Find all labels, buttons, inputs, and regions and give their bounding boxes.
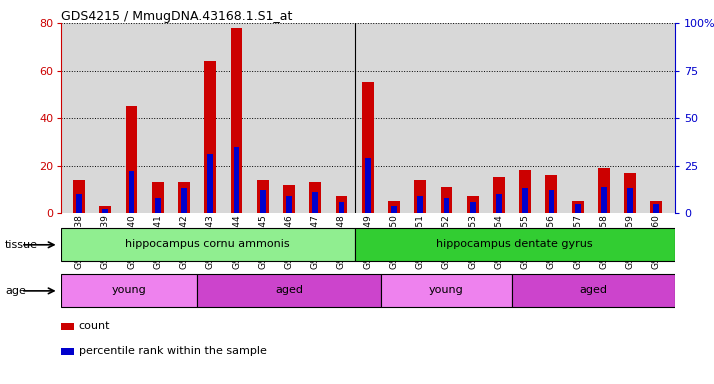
Bar — [338, 202, 344, 213]
Bar — [181, 189, 187, 213]
Text: count: count — [79, 321, 110, 331]
Bar — [417, 196, 423, 213]
Bar — [365, 158, 371, 213]
Bar — [388, 201, 400, 213]
Bar — [102, 209, 109, 213]
Text: percentile rank within the sample: percentile rank within the sample — [79, 346, 266, 356]
Bar — [178, 182, 190, 213]
Bar — [496, 194, 502, 213]
Bar — [99, 206, 111, 213]
Text: GDS4215 / MmugDNA.43168.1.S1_at: GDS4215 / MmugDNA.43168.1.S1_at — [61, 10, 292, 23]
Text: aged: aged — [579, 285, 608, 295]
Bar — [493, 177, 505, 213]
Bar — [207, 154, 213, 213]
Bar — [601, 187, 607, 213]
Bar — [233, 147, 239, 213]
Bar — [312, 192, 318, 213]
Bar — [627, 189, 633, 213]
Text: hippocampus dentate gyrus: hippocampus dentate gyrus — [436, 239, 593, 249]
Bar — [624, 173, 636, 213]
Bar — [522, 189, 528, 213]
Bar — [283, 185, 295, 213]
Bar — [260, 190, 266, 213]
Bar — [155, 198, 161, 213]
Bar — [197, 275, 381, 307]
Text: aged: aged — [275, 285, 303, 295]
Bar — [126, 106, 137, 213]
Bar — [598, 168, 610, 213]
Bar — [512, 275, 675, 307]
Text: tissue: tissue — [5, 240, 38, 250]
Bar — [467, 197, 478, 213]
Text: young: young — [429, 285, 464, 295]
Bar — [129, 171, 134, 213]
Bar — [309, 182, 321, 213]
Bar — [548, 190, 554, 213]
Bar — [362, 83, 373, 213]
Bar — [470, 202, 476, 213]
Bar — [73, 180, 85, 213]
Bar — [572, 201, 583, 213]
Bar — [519, 170, 531, 213]
Bar — [152, 182, 164, 213]
Bar — [76, 194, 82, 213]
Bar — [653, 204, 659, 213]
Bar — [414, 180, 426, 213]
Bar — [204, 61, 216, 213]
Bar — [355, 228, 675, 261]
Bar — [61, 228, 355, 261]
Bar — [257, 180, 268, 213]
Text: age: age — [5, 286, 26, 296]
Bar — [443, 198, 449, 213]
Bar — [61, 275, 197, 307]
Text: hippocampus cornu ammonis: hippocampus cornu ammonis — [126, 239, 290, 249]
Bar — [286, 196, 292, 213]
Bar — [575, 204, 580, 213]
Text: young: young — [111, 285, 146, 295]
Bar — [545, 175, 558, 213]
Bar — [336, 197, 348, 213]
Bar — [381, 275, 512, 307]
Bar — [391, 205, 397, 213]
Bar — [650, 201, 663, 213]
Bar — [231, 28, 243, 213]
Bar — [441, 187, 453, 213]
